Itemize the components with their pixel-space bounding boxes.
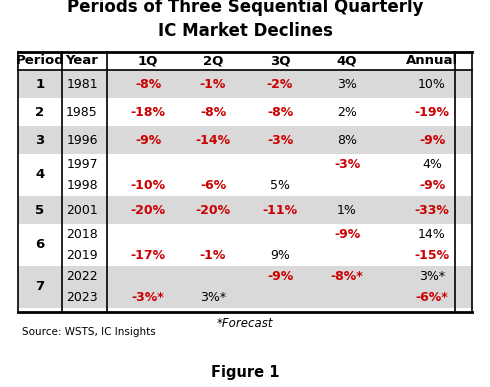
Text: -10%: -10% (130, 179, 166, 192)
Bar (18, 70, 472, 98)
Text: 4: 4 (35, 168, 45, 182)
Bar (18, 224, 472, 266)
Text: -8%: -8% (200, 106, 226, 118)
Text: 3%*: 3%* (419, 270, 445, 283)
Text: -18%: -18% (130, 106, 166, 118)
Bar (18, 52, 472, 70)
Text: 10%: 10% (418, 77, 446, 91)
Text: 4Q: 4Q (337, 55, 357, 67)
Text: -9%: -9% (135, 134, 161, 147)
Text: -9%: -9% (334, 228, 360, 241)
Text: Periods of Three Sequential Quarterly
IC Market Declines: Periods of Three Sequential Quarterly IC… (67, 0, 423, 41)
Bar (18, 154, 472, 196)
Text: -6%: -6% (200, 179, 226, 192)
Text: Source: WSTS, IC Insights: Source: WSTS, IC Insights (22, 327, 156, 337)
Bar (18, 266, 472, 308)
Text: 9%: 9% (270, 249, 290, 262)
Text: -9%: -9% (419, 179, 445, 192)
Text: 1981: 1981 (66, 77, 98, 91)
Text: Annual: Annual (406, 55, 458, 67)
Text: 1998: 1998 (66, 179, 98, 192)
Text: -9%: -9% (419, 134, 445, 147)
Text: -8%: -8% (267, 106, 293, 118)
Text: -14%: -14% (196, 134, 231, 147)
Text: 3%: 3% (337, 77, 357, 91)
Text: Period: Period (16, 55, 64, 67)
Text: -8%*: -8%* (331, 270, 364, 283)
Text: -1%: -1% (200, 249, 226, 262)
Text: -20%: -20% (196, 204, 231, 216)
Text: -15%: -15% (415, 249, 449, 262)
Text: -1%: -1% (200, 77, 226, 91)
Text: Year: Year (66, 55, 98, 67)
Text: 2%: 2% (337, 106, 357, 118)
Text: 8%: 8% (337, 134, 357, 147)
Text: -9%: -9% (267, 270, 293, 283)
Text: -2%: -2% (267, 77, 293, 91)
Text: -33%: -33% (415, 204, 449, 216)
Text: 5%: 5% (270, 179, 290, 192)
Text: Figure 1: Figure 1 (211, 365, 279, 380)
Text: -17%: -17% (130, 249, 166, 262)
Bar (18, 196, 472, 224)
Text: 2018: 2018 (66, 228, 98, 241)
Bar (18, 98, 472, 126)
Text: 2Q: 2Q (203, 55, 223, 67)
Text: 14%: 14% (418, 228, 446, 241)
Text: 2022: 2022 (66, 270, 98, 283)
Text: 1%: 1% (337, 204, 357, 216)
Text: 5: 5 (35, 204, 45, 216)
Text: 1: 1 (35, 77, 45, 91)
Text: 1997: 1997 (66, 158, 98, 171)
Text: 2023: 2023 (66, 291, 98, 304)
Text: 2001: 2001 (66, 204, 98, 216)
Text: -19%: -19% (415, 106, 449, 118)
Text: -20%: -20% (130, 204, 166, 216)
Bar (18, 126, 472, 154)
Text: -3%: -3% (334, 158, 360, 171)
Text: 1985: 1985 (66, 106, 98, 118)
Text: 6: 6 (35, 238, 45, 252)
Text: 3Q: 3Q (270, 55, 290, 67)
Text: 1996: 1996 (66, 134, 98, 147)
Text: *Forecast: *Forecast (217, 317, 273, 330)
Text: -3%*: -3%* (132, 291, 164, 304)
Text: -11%: -11% (263, 204, 297, 216)
Text: 4%: 4% (422, 158, 442, 171)
Text: -6%*: -6%* (416, 291, 448, 304)
Text: -3%: -3% (267, 134, 293, 147)
Text: 2019: 2019 (66, 249, 98, 262)
Text: 3%*: 3%* (200, 291, 226, 304)
Text: 3: 3 (35, 134, 45, 147)
Text: 2: 2 (35, 106, 45, 118)
Text: -8%: -8% (135, 77, 161, 91)
Text: 1Q: 1Q (138, 55, 158, 67)
Text: 7: 7 (35, 281, 45, 293)
